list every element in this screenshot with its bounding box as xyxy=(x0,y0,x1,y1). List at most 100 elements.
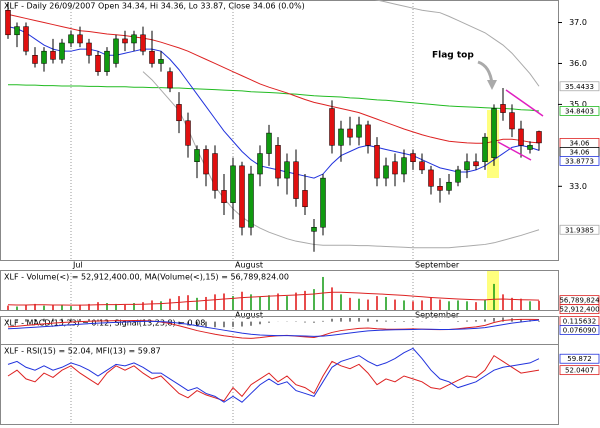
candle-body xyxy=(302,190,308,208)
candle-body xyxy=(446,181,452,191)
volume-bar xyxy=(493,283,495,310)
volume-bar xyxy=(214,294,216,310)
candle-body xyxy=(347,128,353,138)
volume-bar xyxy=(421,300,423,310)
value-label: 52.0407 xyxy=(565,367,594,375)
volume-bar xyxy=(196,297,198,310)
volume-bar xyxy=(529,301,531,310)
volume-bar xyxy=(385,296,387,310)
y-tick-label: 36.0 xyxy=(569,59,587,68)
volume-bar xyxy=(367,299,369,310)
y-tick-label: 35.0 xyxy=(569,100,587,109)
volume-bar xyxy=(7,305,9,310)
volume-bar xyxy=(52,304,54,310)
indicator-line xyxy=(7,354,540,402)
value-box xyxy=(559,81,600,92)
value-label: 31.9385 xyxy=(565,226,594,234)
panel-frame xyxy=(0,270,559,311)
volume-bar xyxy=(88,303,90,310)
annotation: Flag top xyxy=(432,51,474,61)
volume-bar xyxy=(268,295,270,310)
candle-body xyxy=(401,157,407,175)
candle-body xyxy=(266,132,272,154)
volume-bar xyxy=(331,287,333,310)
volume-bar xyxy=(25,304,27,310)
candle-body xyxy=(68,34,74,44)
candle-body xyxy=(113,38,119,64)
y-tick-label: 33.0 xyxy=(569,182,587,191)
volume-bar xyxy=(70,306,72,310)
candle-body xyxy=(158,59,164,64)
candle-body xyxy=(455,169,461,183)
x-tick-label: Jul xyxy=(72,261,83,270)
candle-body xyxy=(257,153,263,175)
candle-body xyxy=(437,186,443,191)
candle-body xyxy=(419,161,425,171)
candle-body xyxy=(338,128,344,146)
candle-body xyxy=(149,50,155,64)
candle-body xyxy=(284,161,290,179)
value-label: 52,912,400 xyxy=(559,306,599,314)
indicator-line xyxy=(374,0,540,87)
volume-bar xyxy=(304,290,306,310)
value-box xyxy=(559,325,600,335)
candle-body xyxy=(194,149,200,162)
candle-body xyxy=(500,104,506,113)
volume-bar xyxy=(394,299,396,310)
y-tick-label: 37.0 xyxy=(569,18,587,27)
candle-body xyxy=(248,173,254,228)
volume-bar xyxy=(295,292,297,310)
candle-body xyxy=(95,55,101,72)
volume-bar xyxy=(466,301,468,310)
candle-body xyxy=(293,161,299,199)
indicator-line xyxy=(7,291,540,306)
x-tick-label: September xyxy=(415,261,460,270)
candle-body xyxy=(185,120,191,146)
volume-bar xyxy=(403,300,405,310)
volume-bar xyxy=(223,293,225,310)
volume-bar xyxy=(313,289,315,310)
candle-body xyxy=(311,226,317,232)
candle-body xyxy=(203,149,209,175)
value-label: 34.8403 xyxy=(565,107,594,115)
volume-bar xyxy=(241,291,243,310)
volume-bar xyxy=(484,299,486,310)
value-box xyxy=(559,106,600,116)
volume-bar xyxy=(538,300,540,310)
volume-bar xyxy=(286,296,288,310)
volume-bar xyxy=(79,304,81,310)
value-label: 35.4433 xyxy=(565,83,594,91)
volume-bar xyxy=(259,296,261,310)
candle-body xyxy=(23,26,29,52)
volume-bar xyxy=(160,301,162,310)
volume-bar xyxy=(133,303,135,310)
candle-body xyxy=(410,153,416,162)
volume-bar xyxy=(475,302,477,310)
candle-body xyxy=(50,50,56,60)
indicator-line xyxy=(7,319,540,337)
volume-bar xyxy=(142,302,144,310)
value-label: 56,789,824 xyxy=(559,297,600,305)
candle-body xyxy=(167,71,173,89)
candle-body xyxy=(473,161,479,167)
volume-bar xyxy=(340,294,342,310)
candle-body xyxy=(275,145,281,179)
volume-bar xyxy=(322,276,324,310)
value-label: 0.076090 xyxy=(563,327,596,335)
value-box xyxy=(559,224,600,235)
candle-body xyxy=(230,165,236,203)
value-label: 59.872 xyxy=(567,355,592,363)
candle-body xyxy=(320,177,326,228)
volume-bar xyxy=(349,297,351,310)
trend-line xyxy=(505,89,544,117)
candle-body xyxy=(536,131,542,144)
volume-bar xyxy=(430,297,432,310)
panel-frame xyxy=(0,344,559,425)
volume-bar xyxy=(16,306,18,310)
value-box xyxy=(559,155,600,166)
value-box xyxy=(559,353,600,364)
candle-body xyxy=(59,42,65,60)
